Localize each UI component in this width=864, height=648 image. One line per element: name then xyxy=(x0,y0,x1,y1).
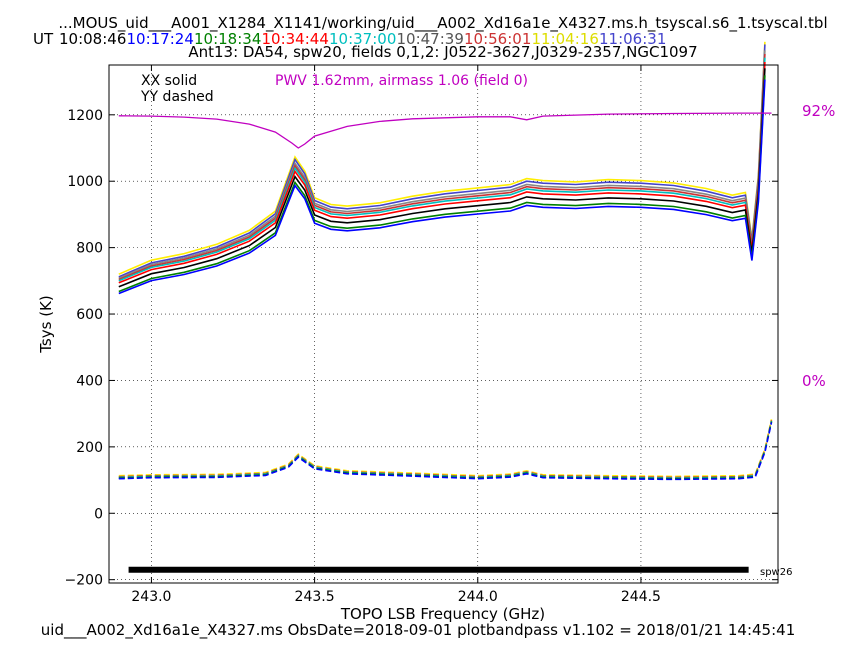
x-tick-label: 243.0 xyxy=(131,589,171,605)
chart-title: ...MOUS_uid___A001_X1284_X1141/working/u… xyxy=(58,14,827,33)
yy-series-line-0 xyxy=(118,419,773,478)
ut-time-3: 10:34:44 xyxy=(262,30,329,48)
pwv-transmission-curve xyxy=(118,112,772,149)
ut-time-7: 11:04:16 xyxy=(532,30,599,48)
series-layer xyxy=(118,41,773,481)
xx-series-line-4 xyxy=(118,57,766,282)
ut-times-row: 10:08:46 10:17:24 10:18:34 10:34:44 10:37:00… xyxy=(59,30,666,48)
ut-time-2: 10:18:34 xyxy=(194,30,261,48)
plot-frame xyxy=(108,64,779,584)
pwv-layer xyxy=(118,112,772,149)
xx-series-line-3 xyxy=(118,53,766,281)
right-axis-bottom-label: 0% xyxy=(802,372,826,390)
xx-series-line-8 xyxy=(118,79,766,295)
y-tick-label: −200 xyxy=(65,573,103,589)
ut-label: UT xyxy=(33,30,54,48)
ut-time-8: 11:06:31 xyxy=(599,30,666,48)
ut-time-0: 10:08:46 xyxy=(59,30,126,48)
xx-series-line-0 xyxy=(118,41,766,275)
x-axis-label: TOPO LSB Frequency (GHz) xyxy=(340,605,545,623)
ut-time-1: 10:17:24 xyxy=(127,30,194,48)
legend-yy: YY dashed xyxy=(140,89,214,105)
y-axis-label: Tsys (K) xyxy=(37,295,55,354)
y-tick-label: 200 xyxy=(76,440,103,456)
y-tick-label: 400 xyxy=(76,373,103,389)
xx-series-line-5 xyxy=(118,61,766,284)
ut-time-5: 10:47:39 xyxy=(397,30,464,48)
x-tick-label: 244.5 xyxy=(621,589,661,605)
y-tick-label: 1000 xyxy=(67,174,103,190)
legend-xx: XX solid xyxy=(141,73,197,89)
axis-ticks: 243.0 243.5 244.0 244.5 −200 0 200 400 600 800 100… xyxy=(65,65,778,605)
y-tick-label: 800 xyxy=(76,241,103,257)
xx-series-line-7 xyxy=(118,75,766,293)
chart-subtitle: Ant13: DA54, spw20, fields 0,1,2: J0522-… xyxy=(188,43,697,61)
xx-series-line-6 xyxy=(118,68,766,288)
xx-series-line-1 xyxy=(118,44,766,278)
y-tick-label: 1200 xyxy=(67,108,103,124)
x-tick-label: 244.0 xyxy=(458,589,498,605)
y-tick-label: 600 xyxy=(76,307,103,323)
x-tick-label: 243.5 xyxy=(295,589,335,605)
yy-series-line-4 xyxy=(118,422,773,481)
ut-time-4: 10:37:00 xyxy=(329,30,396,48)
spw-label: spw26 xyxy=(760,567,792,578)
plot-area xyxy=(109,65,778,583)
pwv-label: PWV 1.62mm, airmass 1.06 (field 0) xyxy=(275,73,528,89)
y-tick-label: 0 xyxy=(94,506,103,522)
right-axis-top-label: 92% xyxy=(802,102,835,120)
ut-time-6: 10:56:01 xyxy=(464,30,531,48)
footer-text: uid___A002_Xd16a1e_X4327.ms ObsDate=2018… xyxy=(41,621,795,640)
xx-series-line-2 xyxy=(118,50,766,279)
